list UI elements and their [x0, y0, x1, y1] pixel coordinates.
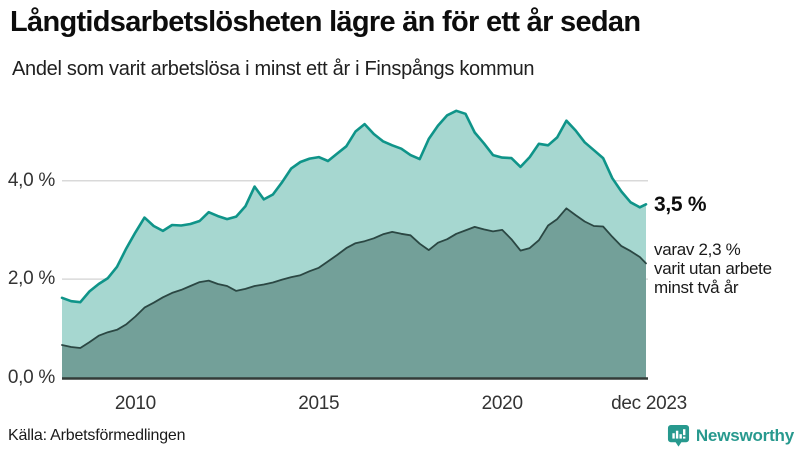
y-tick-label: 0,0 % [7, 366, 55, 388]
series-two-years-line [61, 207, 647, 349]
series-two-years-area [62, 208, 646, 378]
endpoint-value-label: 3,5 % [654, 193, 707, 216]
x-tick-label: dec 2023 [611, 393, 687, 414]
x-tick-label: 2020 [481, 393, 523, 414]
series-total-line [60, 109, 648, 304]
source-note: Källa: Arbetsförmedlingen [8, 427, 186, 444]
chart-subtitle: Andel som varit arbetslösa i minst ett å… [12, 58, 535, 80]
chart-title: Långtidsarbetslösheten lägre än för ett … [10, 6, 641, 38]
x-tick-label: 2015 [298, 393, 340, 414]
x-tick-label: 2010 [114, 393, 156, 414]
y-tick-label: 4,0 % [7, 169, 55, 191]
newsworthy-chart-bubble-icon [667, 424, 689, 447]
newsworthy-logo[interactable]: Newsworthy [667, 424, 794, 448]
brand-name: Newsworthy [695, 426, 794, 445]
subseries-annotation: varav 2,3 % varit utan arbete minst två … [654, 240, 772, 297]
y-tick-label: 2,0 % [7, 268, 55, 290]
